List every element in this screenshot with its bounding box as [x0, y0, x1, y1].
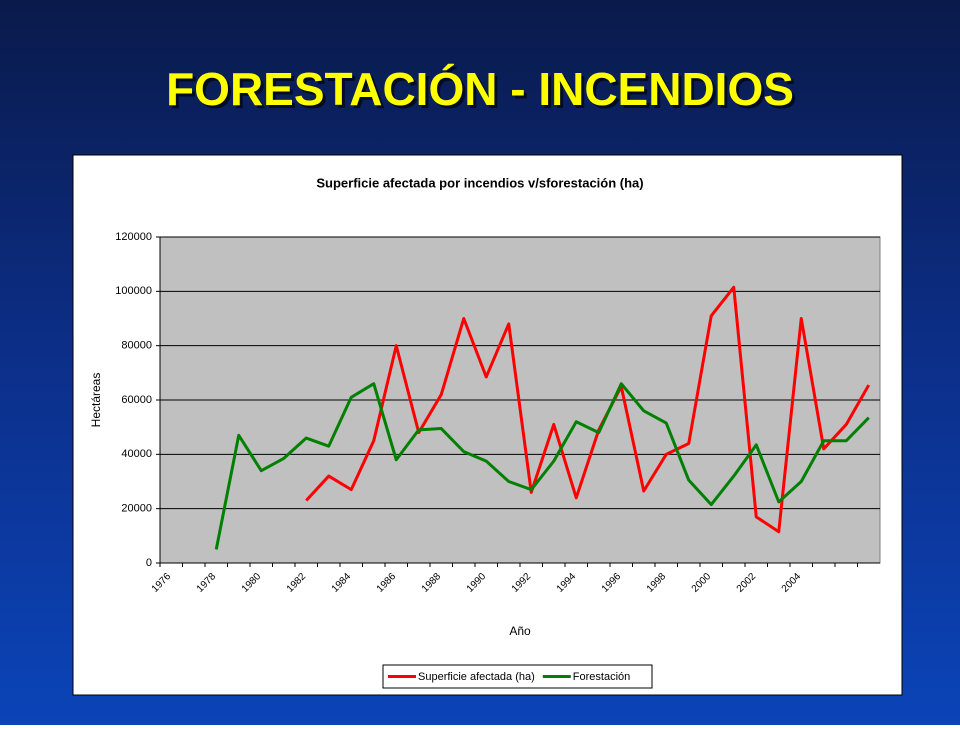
series-line: [214, 382, 870, 550]
y-tick-label: 120000: [115, 231, 152, 243]
legend: [382, 664, 653, 689]
y-tick-label: 40000: [121, 448, 152, 460]
y-tick-label: 0: [146, 557, 152, 569]
legend-label: Superficie afectada (ha): [418, 671, 535, 683]
x-axis-label: Año: [509, 624, 531, 638]
y-tick-label: 100000: [115, 285, 152, 297]
slide-title-shadow: FORESTACIÓN - INCENDIOS: [169, 66, 797, 118]
y-tick-label: 60000: [121, 394, 152, 406]
slide-title: FORESTACIÓN - INCENDIOS: [166, 63, 794, 115]
y-tick-label: 80000: [121, 340, 152, 352]
legend-label: Forestación: [573, 671, 630, 683]
y-axis-label: Hectáreas: [89, 373, 103, 428]
y-tick-label: 20000: [121, 503, 152, 515]
chart-title: Superficie afectada por incendios v/sfor…: [316, 175, 643, 190]
series-line: [305, 285, 871, 534]
